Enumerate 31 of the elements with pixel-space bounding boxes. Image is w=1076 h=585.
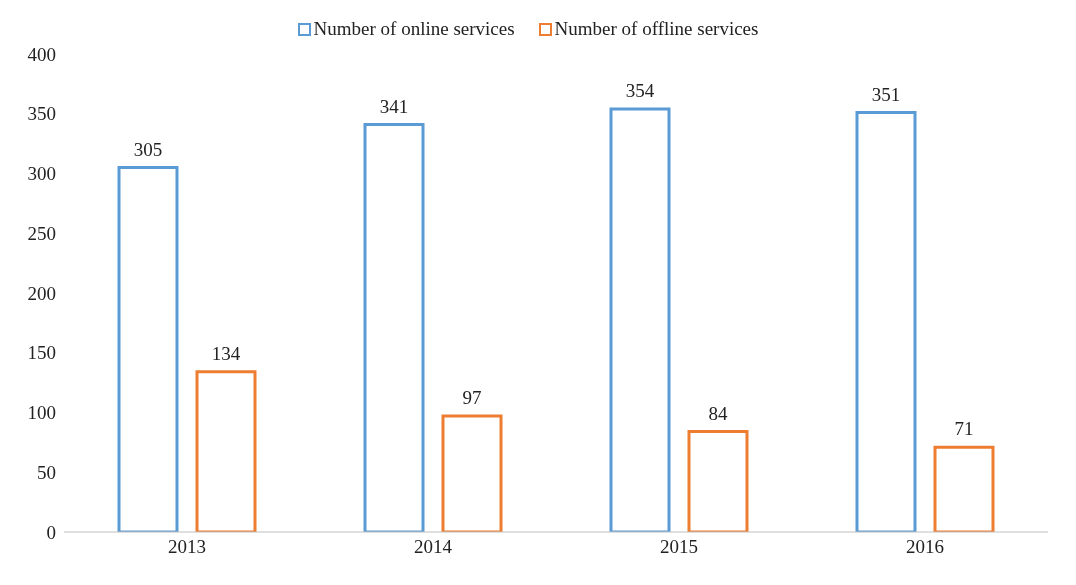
data-label: 134: [211, 342, 241, 364]
y-tick-label: 0: [46, 521, 56, 543]
bar: [609, 107, 671, 532]
x-tick-label: 2014: [414, 536, 453, 558]
x-tick-label: 2015: [660, 536, 698, 558]
y-tick-label: 200: [27, 282, 56, 304]
data-label: 354: [625, 79, 655, 101]
data-label: 71: [954, 418, 974, 440]
x-tick-label: 2016: [906, 536, 944, 558]
bar: [933, 445, 995, 532]
data-label: 84: [708, 402, 728, 424]
y-tick-label: 100: [27, 402, 56, 424]
x-tick-label: 2013: [168, 536, 206, 558]
bar: [441, 414, 503, 532]
bar: [117, 166, 179, 532]
y-tick-label: 150: [27, 342, 56, 364]
bar: [855, 111, 917, 532]
bar: [363, 123, 425, 532]
y-tick-label: 300: [27, 163, 56, 185]
y-tick-label: 50: [37, 461, 56, 483]
y-tick-label: 350: [27, 103, 56, 125]
y-tick-label: 400: [27, 43, 56, 65]
data-label: 351: [871, 83, 901, 105]
bar: [687, 430, 749, 532]
legend-label: Number of offline services: [553, 18, 759, 40]
data-label: 305: [133, 138, 163, 160]
data-label: 97: [462, 387, 482, 409]
data-label: 341: [379, 95, 409, 117]
legend-label: Number of online services: [312, 18, 515, 40]
bar: [195, 370, 257, 532]
y-tick-label: 250: [27, 222, 56, 244]
